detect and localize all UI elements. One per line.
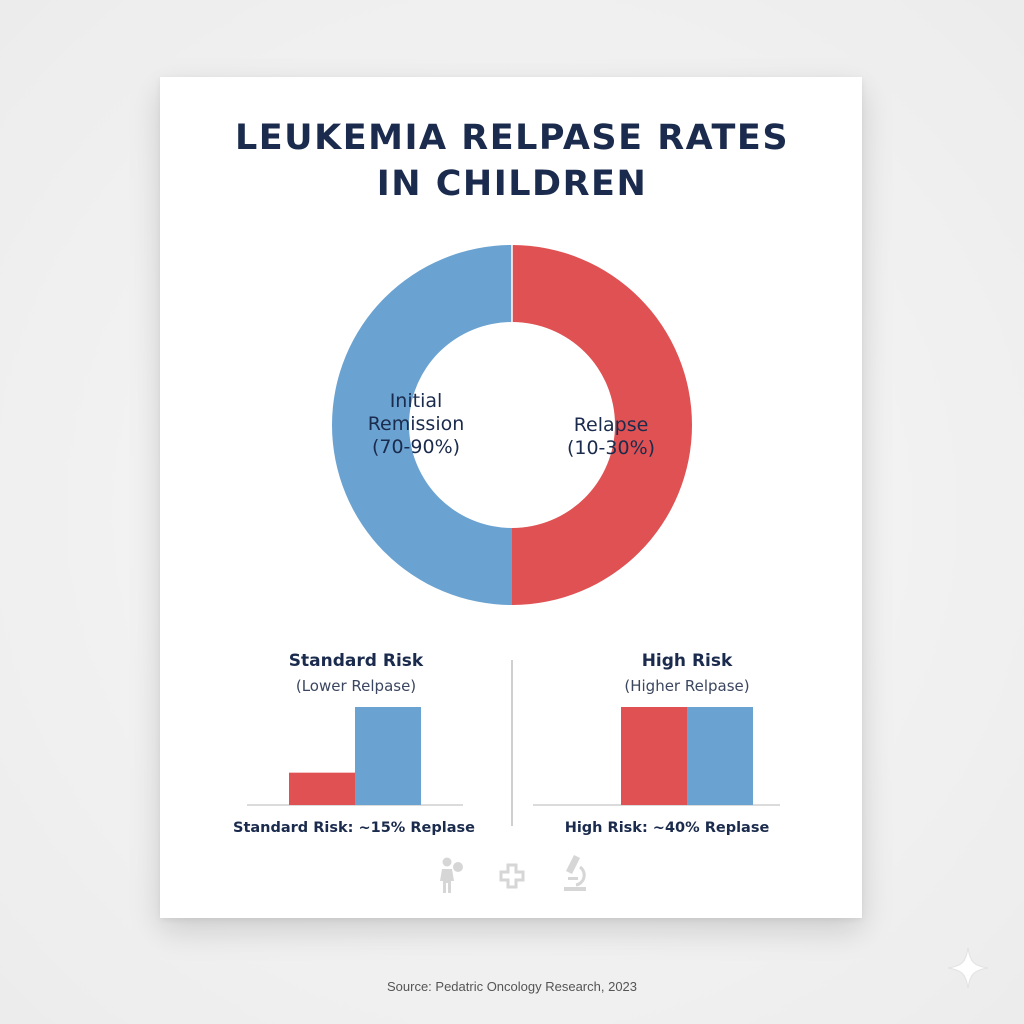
relapse-label-line: Relapse [573, 414, 649, 436]
title-line-1: LEUKEMIA RELPASE RATES [234, 118, 790, 158]
donut-label-relapse: Relapse (10-30%) [531, 414, 691, 460]
standard-risk-subtitle: (Lower Relpase) [295, 677, 417, 695]
donut-slice [332, 245, 512, 605]
remission-label-value: (70-90%) [371, 436, 461, 458]
high-risk-title: High Risk [641, 651, 733, 671]
child-with-balloon-icon [440, 857, 463, 893]
bar [289, 772, 355, 805]
donut-slice [512, 245, 692, 605]
standard-risk-title: Standard Risk [288, 651, 424, 671]
bar [687, 707, 753, 805]
title-line-2: IN CHILDREN [376, 164, 648, 204]
section-divider [511, 660, 513, 826]
standard-risk-caption: Standard Risk: ~15% Replase [233, 820, 475, 836]
bar [355, 707, 421, 805]
high-risk-subtitle: (Higher Relpase) [624, 677, 750, 695]
remission-label-line: Initial [389, 390, 443, 412]
source-note: Source: Pedatric Oncology Research, 2023 [386, 979, 638, 994]
medical-cross-icon [499, 863, 525, 889]
donut-label-remission: Initial Remission (70-90%) [336, 390, 496, 459]
standard-risk-header: Standard Risk (Lower Relpase) [226, 651, 486, 695]
chart-title: LEUKEMIA RELPASE RATES IN CHILDREN [0, 115, 1024, 207]
high-risk-caption: High Risk: ~40% Replase [564, 820, 770, 836]
high-risk-header: High Risk (Higher Relpase) [557, 651, 817, 695]
remission-label-line: Remission [367, 413, 465, 435]
bar [621, 707, 687, 805]
microscope-icon [564, 855, 586, 891]
relapse-label-value: (10-30%) [566, 437, 656, 459]
sparkle-icon [947, 947, 989, 989]
